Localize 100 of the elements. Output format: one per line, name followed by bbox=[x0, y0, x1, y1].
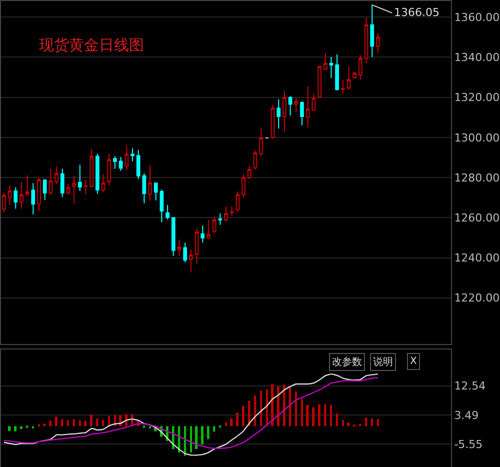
candlestick bbox=[253, 150, 258, 170]
bar bbox=[301, 398, 303, 426]
candlestick bbox=[364, 17, 368, 64]
candlestick bbox=[37, 177, 41, 212]
candlestick bbox=[264, 136, 269, 140]
candlestick bbox=[14, 186, 18, 210]
bar bbox=[306, 404, 309, 426]
candlestick bbox=[42, 178, 47, 200]
bar bbox=[312, 407, 315, 426]
candlestick bbox=[60, 168, 64, 198]
candlestick bbox=[189, 248, 193, 273]
y-tick-label: 1300.00 bbox=[454, 131, 500, 144]
bar bbox=[96, 418, 98, 426]
y-tick-label: 3.49 bbox=[454, 408, 479, 422]
candlestick bbox=[224, 206, 228, 222]
candlestick bbox=[130, 148, 134, 162]
bar bbox=[365, 417, 368, 426]
candlestick bbox=[236, 191, 240, 212]
bar bbox=[213, 426, 216, 432]
candlestick bbox=[206, 219, 210, 239]
bar bbox=[377, 419, 379, 426]
bar bbox=[79, 420, 81, 426]
candlestick bbox=[276, 98, 281, 130]
candlestick bbox=[340, 79, 345, 94]
bar bbox=[55, 416, 58, 426]
bar bbox=[190, 426, 192, 453]
candlestick bbox=[66, 184, 70, 196]
candlestick bbox=[318, 65, 322, 98]
y-tick-label: 1280.00 bbox=[454, 171, 500, 184]
candlestick bbox=[118, 156, 123, 172]
candlestick bbox=[78, 164, 82, 192]
candlestick bbox=[300, 100, 304, 126]
candlestick bbox=[270, 104, 275, 140]
bar bbox=[318, 404, 320, 426]
candlestick bbox=[230, 206, 234, 216]
y-tick-label: 1320.00 bbox=[454, 91, 500, 104]
bar bbox=[295, 391, 298, 426]
y-tick-label: 1240.00 bbox=[454, 252, 500, 265]
y-tick-label: 1360.00 bbox=[454, 10, 500, 24]
bar bbox=[38, 424, 40, 427]
candlestick bbox=[352, 71, 356, 80]
annotation: X bbox=[410, 356, 417, 367]
bar bbox=[201, 426, 204, 444]
candlestick bbox=[282, 90, 286, 132]
bar bbox=[371, 418, 373, 426]
bar bbox=[102, 420, 104, 426]
candlestick bbox=[124, 144, 129, 171]
bar bbox=[8, 426, 11, 431]
bar bbox=[207, 426, 210, 440]
candlestick bbox=[142, 172, 146, 204]
candlestick bbox=[218, 212, 222, 226]
y-tick-label: 12.54 bbox=[454, 380, 486, 393]
candlestick bbox=[183, 242, 188, 263]
candlestick bbox=[247, 166, 252, 180]
candlestick bbox=[346, 66, 351, 90]
candlestick bbox=[72, 175, 76, 204]
bar bbox=[20, 426, 22, 430]
candlestick bbox=[31, 182, 36, 215]
candlestick bbox=[84, 179, 88, 195]
candlestick bbox=[177, 239, 182, 256]
candlestick bbox=[25, 174, 30, 196]
bar bbox=[277, 386, 280, 426]
bar bbox=[14, 426, 16, 432]
bar bbox=[90, 414, 92, 426]
y-tick-label: 1220.00 bbox=[454, 292, 500, 305]
bar bbox=[184, 426, 186, 456]
candlestick bbox=[136, 149, 140, 180]
bar bbox=[266, 389, 268, 426]
bar bbox=[49, 420, 52, 426]
candlestick bbox=[148, 164, 152, 201]
bar bbox=[248, 400, 250, 426]
candlestick bbox=[335, 54, 339, 91]
y-tick-label: 1260.00 bbox=[454, 211, 500, 224]
y-tick-label: 1340.00 bbox=[454, 51, 500, 64]
bar bbox=[195, 426, 198, 449]
annotation: 改参数 bbox=[332, 356, 362, 368]
candlestick bbox=[358, 54, 362, 80]
candlestick bbox=[294, 98, 298, 113]
candlestick bbox=[113, 156, 117, 170]
bar bbox=[225, 422, 227, 426]
annotation: 1366.05 bbox=[394, 6, 440, 19]
candlestick bbox=[329, 56, 334, 79]
candlestick bbox=[194, 228, 199, 264]
bar bbox=[73, 419, 75, 426]
candlestick bbox=[200, 224, 205, 244]
bar bbox=[260, 390, 262, 426]
candlestick bbox=[370, 4, 374, 58]
candlestick bbox=[376, 33, 380, 54]
bar bbox=[342, 420, 344, 426]
candlestick bbox=[242, 174, 246, 198]
bar bbox=[236, 412, 239, 426]
text: 现货黄金日线图 bbox=[39, 36, 144, 54]
candlestick bbox=[48, 168, 53, 196]
bar bbox=[283, 384, 286, 426]
candlestick bbox=[323, 53, 328, 70]
bar bbox=[336, 413, 338, 426]
bar bbox=[84, 421, 87, 426]
candlestick bbox=[107, 154, 112, 186]
bar bbox=[242, 406, 244, 426]
candlestick bbox=[96, 153, 100, 194]
